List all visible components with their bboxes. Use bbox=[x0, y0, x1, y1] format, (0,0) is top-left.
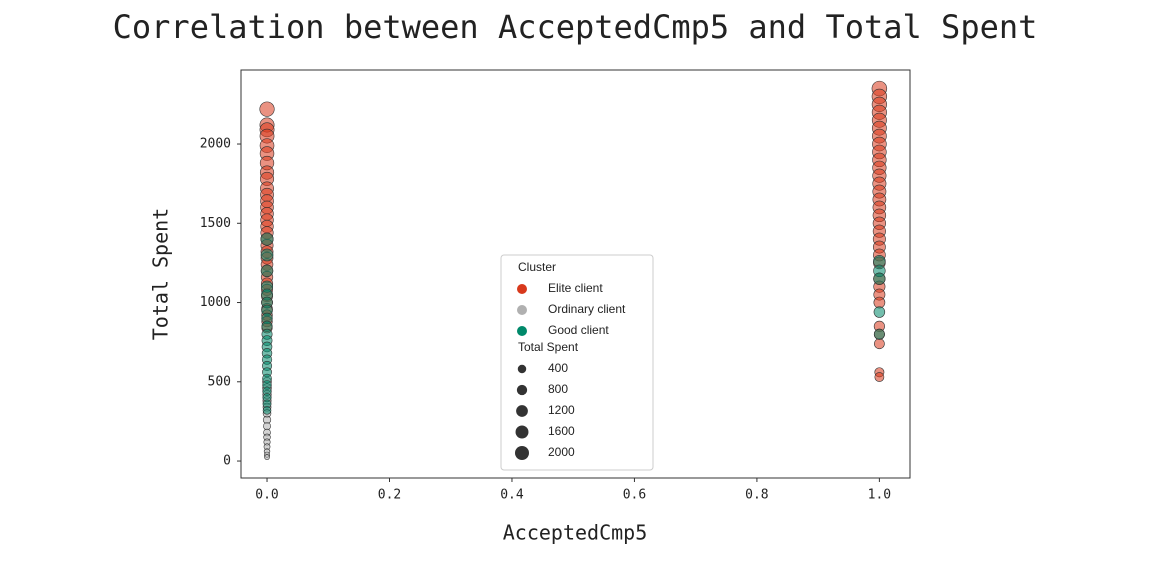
legend-size-label: 800 bbox=[548, 382, 568, 396]
legend-size-title: Total Spent bbox=[518, 340, 579, 354]
legend-label: Good client bbox=[548, 323, 609, 337]
y-tick-label: 500 bbox=[208, 374, 231, 389]
legend-marker bbox=[517, 284, 527, 294]
chart-title: Correlation between AcceptedCmp5 and Tot… bbox=[113, 8, 1038, 46]
point bbox=[262, 406, 272, 415]
legend-size-label: 2000 bbox=[548, 445, 575, 459]
y-tick-label: 1500 bbox=[200, 216, 231, 231]
legend-size-marker bbox=[516, 405, 528, 417]
y-tick-label: 0 bbox=[223, 454, 231, 469]
point bbox=[260, 248, 274, 262]
legend-box bbox=[500, 254, 654, 471]
x-tick-label: 0.6 bbox=[623, 488, 646, 503]
y-axis-label: Total Spent bbox=[149, 208, 173, 340]
legend-size-marker bbox=[515, 425, 529, 439]
x-tick-label: 1.0 bbox=[868, 488, 891, 503]
x-axis-label: AcceptedCmp5 bbox=[503, 521, 648, 545]
point bbox=[259, 101, 275, 117]
legend-label: Ordinary client bbox=[548, 302, 626, 316]
legend-label: Elite client bbox=[548, 281, 603, 295]
legend-marker bbox=[517, 305, 527, 315]
x-tick-label: 0.8 bbox=[745, 488, 768, 503]
legend-size-label: 1600 bbox=[548, 424, 575, 438]
point bbox=[873, 328, 885, 340]
legend-size-marker bbox=[515, 446, 529, 460]
legend-size-marker bbox=[517, 364, 527, 374]
x-tick-label: 0.2 bbox=[378, 488, 401, 503]
legend-title: Cluster bbox=[518, 260, 556, 274]
point bbox=[873, 272, 886, 285]
point bbox=[260, 264, 274, 278]
x-tick-label: 0.4 bbox=[500, 488, 524, 503]
y-tick-label: 1000 bbox=[200, 295, 231, 310]
legend-size-label: 400 bbox=[548, 361, 568, 375]
legend-marker bbox=[517, 326, 527, 336]
point bbox=[264, 454, 270, 460]
legend-size-label: 1200 bbox=[548, 403, 575, 417]
x-tick-label: 0.0 bbox=[255, 488, 278, 503]
point bbox=[874, 372, 885, 382]
point bbox=[873, 306, 886, 318]
plot-frame bbox=[240, 69, 911, 479]
point bbox=[874, 338, 885, 350]
legend-size-marker bbox=[516, 384, 528, 396]
y-tick-label: 2000 bbox=[200, 137, 231, 152]
point bbox=[260, 232, 274, 246]
